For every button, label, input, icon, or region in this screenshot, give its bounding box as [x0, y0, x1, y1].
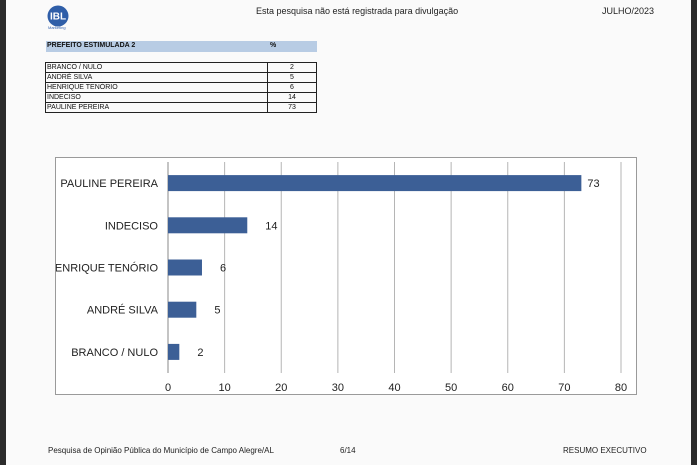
- x-tick-label: 30: [332, 382, 344, 394]
- table-cell-label: HENRIQUE TENÓRIO: [45, 82, 268, 93]
- company-logo: IBL: [47, 5, 69, 27]
- table-row: BRANCO / NULO 2: [45, 62, 317, 73]
- bar: [168, 301, 197, 318]
- bar-chart: 0 10 20 30 40 50 60 70 80 PAULINE PEREIRA 73 INDECI…: [47, 162, 627, 394]
- logo-subtext: Marketing: [48, 25, 66, 30]
- table-header-bar: PREFEITO ESTIMULADA 2 %: [46, 41, 317, 52]
- frame-right-border: [691, 0, 697, 465]
- category-label: BRANCO / NULO: [71, 347, 158, 359]
- category-label: PAULINE PEREIRA: [60, 178, 158, 190]
- frame-left-border: [0, 0, 6, 465]
- x-tick-label: 80: [615, 382, 627, 394]
- footer-page-number: 6/14: [340, 446, 356, 455]
- data-label: 5: [214, 305, 220, 317]
- bar: [168, 343, 180, 360]
- x-tick-label: 60: [502, 382, 514, 394]
- data-label: 6: [220, 263, 226, 275]
- x-tick-label: 0: [165, 382, 171, 394]
- bar-chart-container: 0 10 20 30 40 50 60 70 80 PAULINE PEREIRA 73 INDECI…: [47, 157, 637, 395]
- table-cell-label: PAULINE PEREIRA: [45, 102, 268, 113]
- category-label: HENRIQUE TENÓRIO: [56, 262, 158, 275]
- x-tick-label: 20: [275, 382, 287, 394]
- data-label: 2: [197, 347, 203, 359]
- table-cell-label: BRANCO / NULO: [45, 62, 268, 73]
- results-table: BRANCO / NULO 2 ANDRÉ SILVA 5 HENRIQUE T…: [45, 62, 317, 113]
- footer-left: Pesquisa de Opinião Pública do Município…: [48, 446, 274, 455]
- table-cell-value: 2: [267, 62, 317, 73]
- bar: [168, 175, 582, 192]
- header-date: JULHO/2023: [602, 6, 655, 16]
- x-tick-label: 40: [388, 382, 400, 394]
- header-notice: Esta pesquisa não está registrada para d…: [256, 6, 459, 16]
- category-label: ANDRÉ SILVA: [87, 304, 159, 317]
- table-cell-value: 6: [267, 82, 317, 93]
- table-cell-value: 73: [267, 102, 317, 113]
- table-title: PREFEITO ESTIMULADA 2: [47, 42, 136, 49]
- bar: [168, 259, 202, 276]
- bar: [168, 217, 248, 234]
- table-percent-header: %: [270, 42, 277, 49]
- x-tick-label: 10: [219, 382, 231, 394]
- table-cell-label: INDECISO: [45, 92, 268, 103]
- table-cell-label: ANDRÉ SILVA: [45, 72, 268, 83]
- table-cell-value: 14: [267, 92, 317, 103]
- table-row: ANDRÉ SILVA 5: [45, 72, 317, 83]
- category-label: INDECISO: [105, 220, 159, 232]
- data-label: 73: [587, 178, 599, 190]
- x-tick-label: 70: [558, 382, 570, 394]
- footer-right: RESUMO EXECUTIVO: [563, 446, 647, 455]
- data-label: 14: [265, 220, 277, 232]
- table-row: HENRIQUE TENÓRIO 6: [45, 82, 317, 93]
- table-cell-value: 5: [267, 72, 317, 83]
- x-tick-label: 50: [445, 382, 457, 394]
- table-row: PAULINE PEREIRA 73: [45, 102, 317, 113]
- logo-text: IBL: [50, 12, 66, 23]
- table-row: INDECISO 14: [45, 92, 317, 103]
